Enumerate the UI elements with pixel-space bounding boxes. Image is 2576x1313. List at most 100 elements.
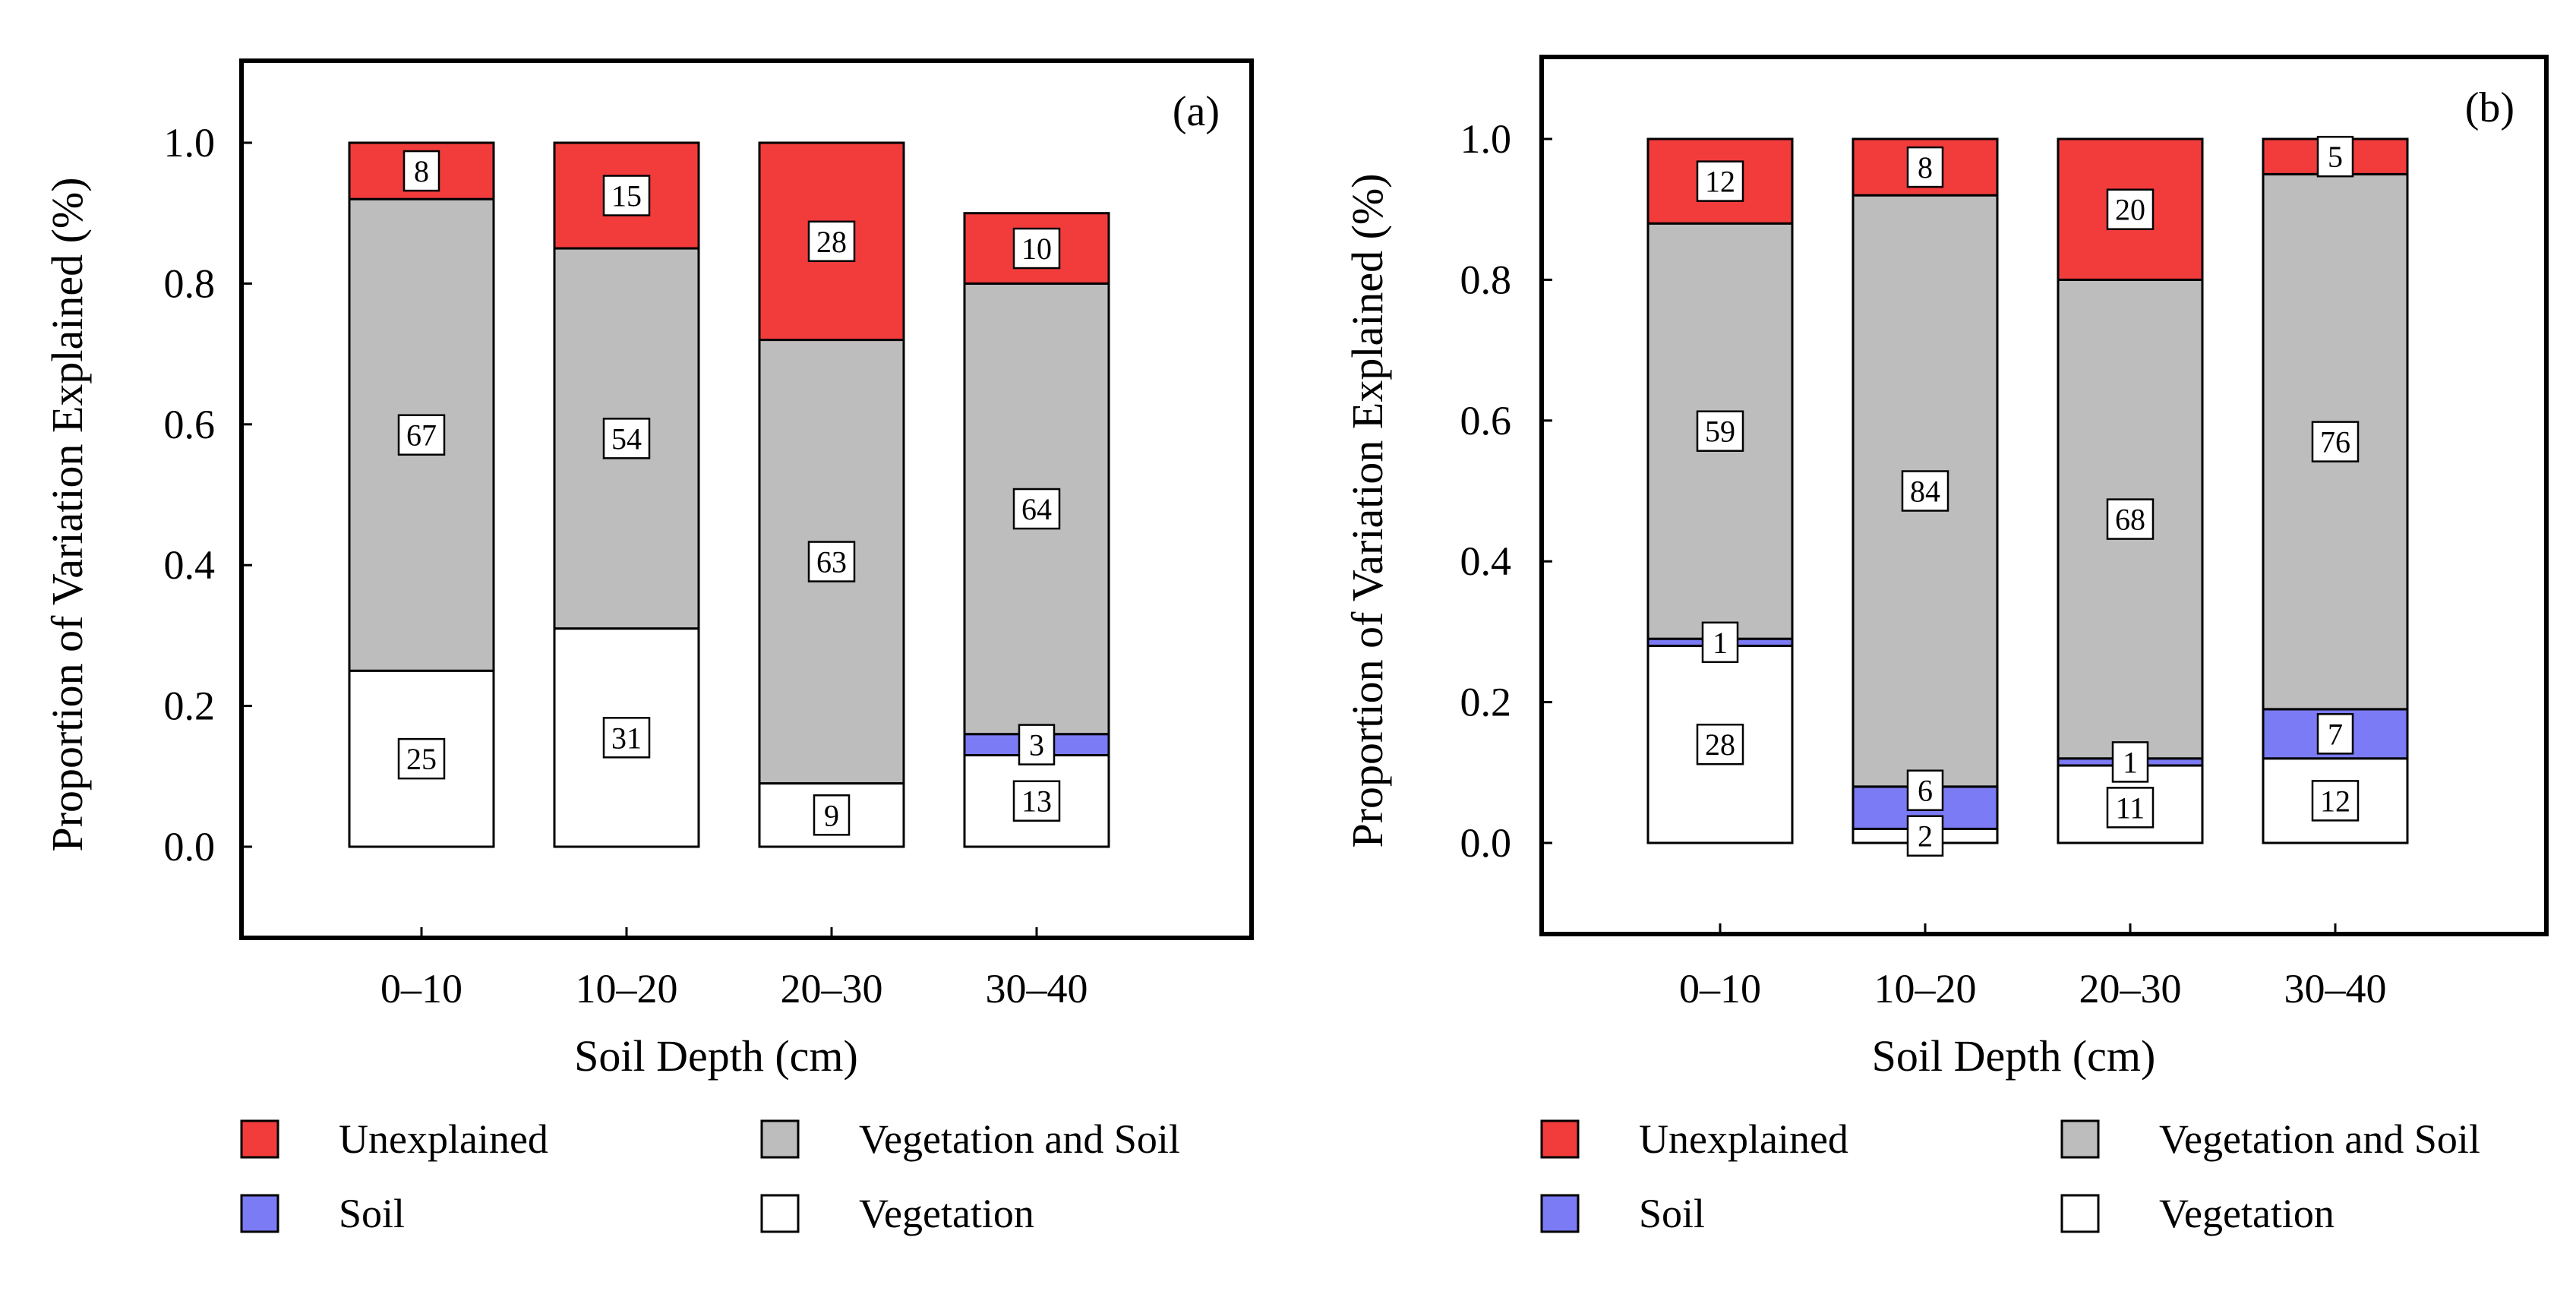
x-tick-label: 30–40 — [2284, 966, 2387, 1012]
data-label: 13 — [1021, 784, 1052, 819]
y-tick-label: 1.0 — [1460, 116, 1512, 162]
y-tick-label: 0.2 — [1460, 680, 1512, 725]
legend-label: Soil — [339, 1191, 405, 1236]
data-label: 28 — [1705, 728, 1735, 762]
x-tick-label: 10–20 — [576, 966, 678, 1012]
legend-label: Unexplained — [1639, 1116, 1848, 1162]
data-label: 1 — [1713, 626, 1728, 660]
data-label-box — [1012, 488, 1061, 530]
x-tick-label: 30–40 — [986, 966, 1088, 1012]
x-axis-title: Soil Depth (cm) — [1872, 1031, 2156, 1081]
legend-swatch — [2060, 1119, 2100, 1159]
x-tick-label: 10–20 — [1874, 966, 1977, 1012]
data-label: 5 — [2328, 140, 2343, 174]
data-label: 12 — [1705, 165, 1735, 199]
y-tick-label: 0.0 — [1460, 820, 1512, 866]
data-label: 84 — [1910, 475, 1940, 509]
data-label-box — [397, 414, 446, 456]
data-label: 31 — [611, 721, 642, 755]
data-label: 10 — [1021, 232, 1052, 266]
legend-label: Vegetation — [859, 1191, 1034, 1236]
y-tick-label: 0.4 — [164, 542, 216, 588]
legend-item-unexplained: Unexplained — [240, 1116, 548, 1162]
y-tick-label: 0.8 — [164, 260, 216, 306]
data-label: 9 — [824, 798, 839, 832]
data-label: 59 — [1705, 415, 1735, 449]
data-label: 12 — [2320, 784, 2350, 818]
y-tick-label: 0.6 — [1460, 398, 1512, 443]
data-label-box — [602, 175, 651, 216]
data-label: 67 — [406, 418, 437, 453]
legend-item-unexplained: Unexplained — [1540, 1116, 1848, 1162]
data-label-box — [397, 737, 446, 780]
legend-label: Soil — [1639, 1191, 1705, 1236]
data-label-box — [1696, 160, 1744, 202]
data-label-box — [2316, 713, 2354, 755]
y-tick-label: 0.0 — [164, 824, 216, 870]
x-tick-label: 20–30 — [2079, 966, 2182, 1012]
data-label: 6 — [1918, 774, 1933, 808]
legend-label: Vegetation — [2159, 1191, 2334, 1236]
y-tick-label: 1.0 — [164, 120, 216, 166]
panel-label: (b) — [2465, 84, 2514, 131]
plot-frame — [1539, 55, 2549, 936]
y-axis-title: Proportion of Variation Explained (%) — [43, 177, 92, 851]
bar-stack: 25 67 8 — [348, 141, 495, 848]
x-tick-label: 20–30 — [781, 966, 883, 1012]
y-tick-label: 0.2 — [164, 683, 216, 729]
x-tick-label: 0–10 — [380, 966, 462, 1012]
data-label-box — [1696, 410, 1744, 452]
data-label-box — [1012, 780, 1061, 822]
data-label: 7 — [2328, 717, 2343, 751]
legend-swatch — [240, 1194, 279, 1233]
data-label-box — [402, 150, 440, 192]
data-label-box — [807, 220, 856, 263]
data-label: 54 — [611, 421, 642, 456]
legend-item-veg: Vegetation — [760, 1191, 1034, 1236]
legend-item-soil: Soil — [240, 1191, 405, 1236]
bar-stack: 9 63 28 — [758, 141, 905, 848]
data-label: 28 — [816, 225, 847, 259]
y-tick-label: 0.6 — [164, 402, 216, 447]
data-label-box — [807, 541, 856, 582]
data-label-box — [2106, 188, 2155, 230]
legend-swatch — [240, 1119, 279, 1159]
legend-item-both: Vegetation and Soil — [760, 1116, 1180, 1162]
bar-stack: 2 6 84 8 — [1852, 137, 1999, 857]
legend-item-both: Vegetation and Soil — [2060, 1116, 2480, 1162]
data-label-box — [1901, 470, 1949, 512]
bar-stack: 31 54 15 — [553, 141, 700, 848]
data-label-box — [2106, 498, 2155, 540]
data-label-box — [1701, 621, 1739, 664]
data-label: 8 — [414, 154, 429, 188]
legend-label: Unexplained — [339, 1116, 548, 1162]
legend-label: Vegetation and Soil — [2159, 1116, 2480, 1162]
plot-frame — [239, 58, 1254, 940]
data-label-box — [1906, 769, 1944, 811]
chart-panel-a: 0.0 0.2 0.4 0.6 0.8 1.0 0–10 10–20 20–30 30–40 Soi… — [43, 58, 1254, 1081]
data-label-box — [602, 717, 651, 759]
legend-swatch — [1540, 1194, 1580, 1233]
bar-stack: 12 7 76 5 — [2262, 135, 2409, 844]
data-label-box — [1696, 723, 1744, 765]
legend-swatch — [1540, 1119, 1580, 1159]
bar-stack: 28 1 59 12 — [1646, 137, 1794, 844]
data-label-box — [602, 418, 651, 459]
data-label-box — [2106, 787, 2155, 829]
data-label: 63 — [816, 545, 847, 579]
data-label: 76 — [2320, 425, 2350, 459]
y-tick-label: 0.8 — [1460, 257, 1512, 302]
data-label-box — [813, 794, 851, 836]
data-label-box — [2311, 780, 2360, 822]
data-label-box — [1018, 724, 1056, 765]
data-label-box — [1906, 146, 1944, 188]
data-label: 25 — [406, 742, 437, 776]
bar-stack: 13 3 64 10 — [963, 212, 1110, 848]
data-label: 11 — [2116, 791, 2145, 825]
data-label: 68 — [2115, 503, 2145, 537]
data-label-box — [1906, 815, 1944, 857]
y-tick-label: 0.4 — [1460, 538, 1512, 584]
